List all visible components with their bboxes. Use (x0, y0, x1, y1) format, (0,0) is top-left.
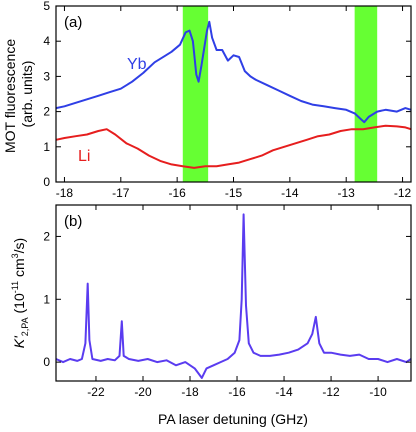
panel-b-ylabel-symbol: K' (11, 335, 27, 348)
panel-b-x-tick-label: -18 (181, 385, 199, 399)
panel-a-ylabel-line2: (arb. units) (19, 61, 35, 128)
panel-a-ylabel: MOT fluorescence (arb. units) (2, 35, 35, 153)
panel-b-y-tick-label: 2 (43, 229, 50, 243)
panel-a-ticks: -18 -17 -16 -15 -14 -13 -12 0 1 2 3 4 5 (43, 0, 411, 200)
panel-a-x-tick-label: -16 (168, 186, 186, 200)
panel-b-ylabel: K'2,PA (10-11 cm3/s) (10, 238, 30, 348)
panel-a-x-tick-label: -12 (394, 186, 412, 200)
panel-b-x-tick-label: -10 (369, 385, 387, 399)
panel-a-series-line-Yb (55, 20, 412, 124)
panel-b-ylabel-exp1: -11 (10, 281, 20, 293)
panel-a-ylabel-line1: MOT fluorescence (2, 39, 18, 153)
panel-b-x-tick-label: -20 (134, 385, 152, 399)
panel-a-y-tick-label: 2 (43, 105, 50, 119)
panel-b-ticks: -22 -20 -18 -16 -14 -12 -10 0 1 2 (43, 205, 411, 399)
panel-b-x-tick-label: -16 (228, 385, 246, 399)
panel-a-x-tick-label: -15 (225, 186, 243, 200)
panel-b: -22 -20 -18 -16 -14 -12 -10 0 1 2 (b) PA laser de… (10, 204, 412, 427)
panel-b-series (55, 213, 412, 379)
series-label-li: Li (78, 148, 90, 165)
panel-a-x-tick-label: -17 (112, 186, 130, 200)
panel-b-xlabel: PA laser detuning (GHz) (158, 411, 308, 427)
panel-a-y-tick-label: 3 (43, 69, 50, 83)
panel-b-frame (55, 204, 412, 382)
panel-a-series: Yb Li (55, 20, 412, 169)
panel-b-series-line-0 (55, 213, 412, 379)
panel-b-tag: (b) (64, 213, 82, 230)
panel-a-y-tick-label: 5 (43, 0, 50, 13)
panel-a-tag: (a) (64, 14, 82, 31)
panel-b-ylabel-unit-open: (10 (11, 293, 27, 317)
panel-b-y-tick-label: 0 (43, 355, 50, 369)
panel-a-y-tick-label: 0 (43, 175, 50, 189)
panel-a-y-tick-label: 4 (43, 34, 50, 48)
highlight-band (354, 6, 378, 182)
panel-a-y-tick-label: 1 (43, 140, 50, 154)
panel-b-ylabel-unit-close: /s) (11, 238, 27, 254)
panel-b-ylabel-unit-mid: cm (11, 258, 27, 281)
panel-a-series-line-Li (55, 124, 412, 169)
highlight-band (182, 6, 209, 182)
panel-b-ylabel-subscript: 2,PA (20, 317, 30, 336)
panel-b-x-tick-label: -14 (275, 385, 293, 399)
series-label-yb: Yb (127, 56, 147, 73)
highlight-bands (182, 6, 378, 182)
panel-b-ylabel-exp2: 3 (10, 253, 20, 258)
panel-b-x-tick-label: -12 (322, 385, 340, 399)
panel-b-x-tick-label: -22 (87, 385, 105, 399)
panel-a: Yb Li -18 -17 -16 -15 -14 -13 -12 0 1 2 3 4 5 (a) MOT… (2, 0, 412, 200)
panel-a-x-tick-label: -18 (56, 186, 74, 200)
panel-a-x-tick-label: -13 (338, 186, 356, 200)
panel-b-y-tick-label: 1 (43, 292, 50, 306)
panel-a-x-tick-label: -14 (281, 186, 299, 200)
